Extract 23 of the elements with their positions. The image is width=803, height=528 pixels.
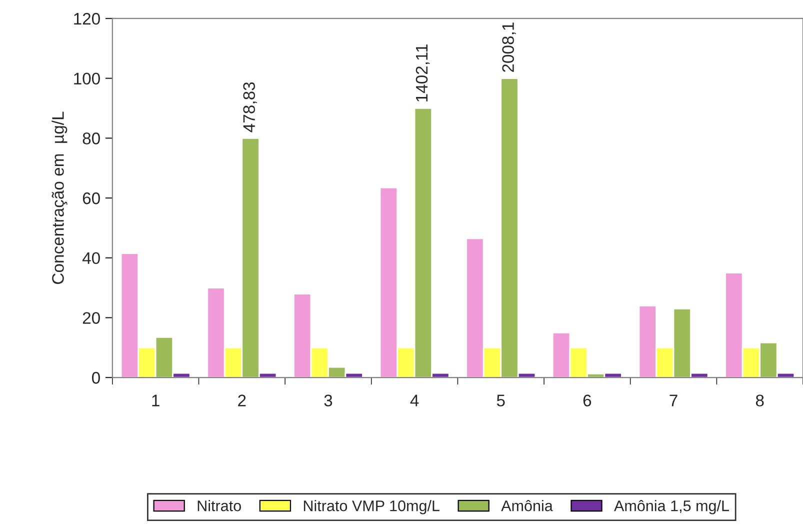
y-tick-label: 40: [82, 252, 100, 264]
x-tick-label: 5: [496, 394, 505, 406]
legend-label: Amônia 1,5 mg/L: [614, 500, 729, 514]
x-tick-label: 8: [756, 394, 764, 406]
x-tick-label: 6: [583, 394, 592, 406]
legend-label: Amônia: [501, 500, 553, 512]
x-tick-label: 7: [670, 394, 678, 406]
annotation: 2008,1: [502, 22, 516, 72]
annotation: 1402,11: [416, 44, 430, 102]
y-tick-label: 120: [74, 12, 100, 25]
x-tick-label: 1: [152, 394, 160, 406]
y-tick-label: 60: [82, 192, 100, 204]
legend-label: Nitrato VMP 10mg/L: [304, 500, 440, 514]
x-tick-label: 2: [238, 394, 246, 406]
y-tick-label: 80: [82, 132, 100, 144]
y-tick-label: 20: [82, 312, 100, 324]
y-tick-label: 100: [74, 72, 100, 85]
annotation: 478,83: [243, 82, 257, 132]
y-tick-label: 0: [92, 372, 100, 384]
x-tick-label: 3: [324, 394, 332, 406]
x-tick-label: 4: [410, 394, 419, 406]
legend-label: Nitrato: [198, 500, 241, 512]
y-axis-title: Concentração em µg/L: [52, 112, 68, 284]
